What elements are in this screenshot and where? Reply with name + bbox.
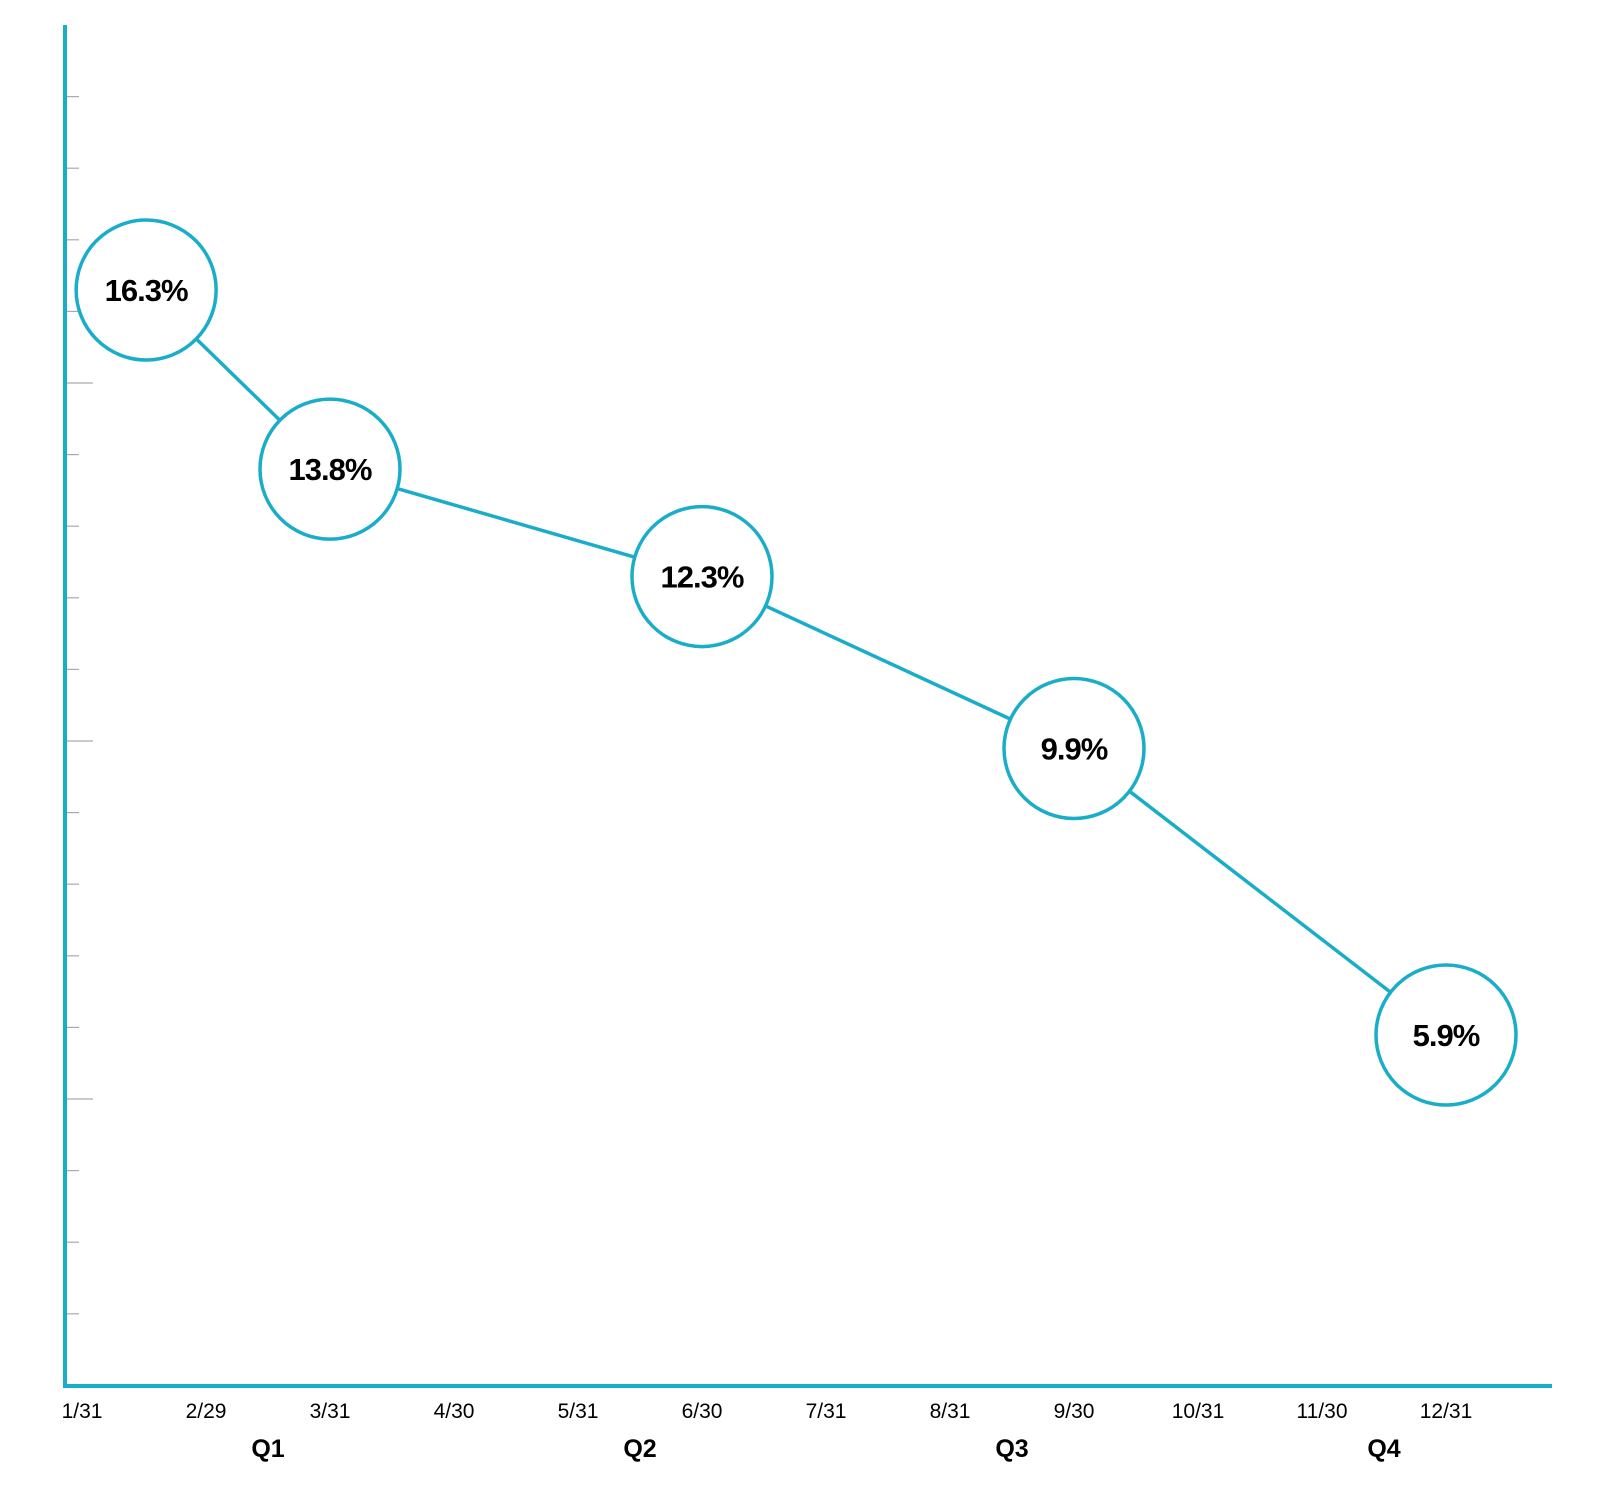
- quarter-label: Q2: [623, 1435, 656, 1463]
- data-point-label: 13.8%: [289, 452, 372, 487]
- data-point-marker: [74, 218, 218, 362]
- data-point-marker: [1002, 676, 1146, 821]
- quarter-labels: Q1 Q2 Q3 Q4: [251, 1435, 1400, 1463]
- x-tick-label: 2/29: [186, 1400, 227, 1423]
- x-tick-label: 8/31: [930, 1400, 971, 1423]
- x-tick-label: 11/30: [1297, 1400, 1348, 1423]
- x-tick-label: 6/30: [682, 1400, 723, 1423]
- quarter-label: Q4: [1367, 1435, 1400, 1463]
- data-point-marker: [258, 397, 402, 541]
- quarter-label: Q3: [995, 1435, 1028, 1463]
- data-point-label: 5.9%: [1413, 1018, 1480, 1053]
- data-point-label: 9.9%: [1041, 731, 1108, 766]
- x-tick-label: 12/31: [1420, 1400, 1473, 1423]
- series-line-segment: [763, 604, 1013, 721]
- data-point-marker: [1374, 963, 1518, 1107]
- x-tick-label: 10/31: [1172, 1400, 1225, 1423]
- x-tick-label: 3/31: [310, 1400, 351, 1423]
- x-tick-label: 7/31: [806, 1400, 847, 1423]
- series-line-group: 16.3% 13.8% 12.3% 9.9% 5.9%: [74, 218, 1518, 1107]
- quarter-label: Q1: [251, 1435, 284, 1463]
- x-tick-label: 4/30: [434, 1400, 475, 1423]
- series-line-segment: [194, 337, 282, 423]
- x-tick-label: 1/31: [62, 1400, 103, 1423]
- series-line-segment: [1127, 789, 1393, 995]
- x-axis-tick-labels: 1/31 2/29 3/31 4/30 5/31 6/30 7/31 8/31 9/30 10/3…: [62, 1400, 1473, 1423]
- data-point-label: 12.3%: [661, 560, 744, 595]
- data-point-marker: [630, 504, 774, 649]
- y-axis-ticks: [65, 95, 93, 1315]
- x-tick-label: 5/31: [558, 1400, 599, 1423]
- data-point-label: 16.3%: [105, 273, 188, 308]
- series-line-segment: [395, 486, 637, 559]
- x-tick-label: 9/30: [1054, 1400, 1095, 1423]
